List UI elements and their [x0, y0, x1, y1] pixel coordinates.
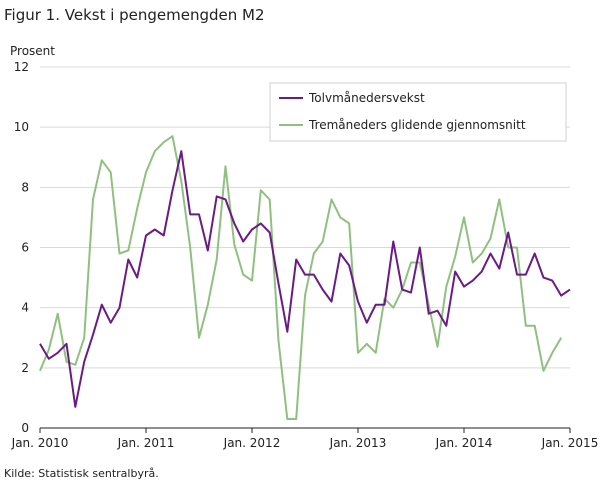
- x-tick-label: Jan. 2012: [223, 436, 281, 450]
- y-tick-label: 6: [21, 241, 29, 255]
- x-axis: Jan. 2010 Jan. 2011 Jan. 2012 Jan. 2013 Jan.…: [11, 427, 599, 450]
- y-tick-label: 2: [21, 361, 29, 375]
- x-tick-label: Jan. 2013: [329, 436, 387, 450]
- legend-box: [269, 82, 567, 142]
- series-line-tolvmaanedersvekst: [39, 150, 571, 408]
- series-lines: [39, 135, 571, 420]
- legend-label: Tremåneders glidende gjennomsnitt: [308, 118, 526, 132]
- y-tick-label: 4: [21, 301, 29, 315]
- series-line-tremaaneders-gjennomsnitt: [39, 135, 563, 420]
- legend-label: Tolvmånedersvekst: [308, 91, 425, 105]
- x-tick-label: Jan. 2010: [11, 436, 69, 450]
- x-tick-label: Jan. 2011: [117, 436, 175, 450]
- y-tick-label: 8: [21, 180, 29, 194]
- x-tick-label: Jan. 2015: [541, 436, 599, 450]
- chart-title: Figur 1. Vekst i pengemengden M2: [4, 6, 265, 24]
- source-note: Kilde: Statistisk sentralbyrå.: [4, 467, 159, 480]
- y-tick-label: 10: [14, 120, 29, 134]
- legend: Tolvmånedersvekst Tremåneders glidende gj…: [269, 82, 567, 142]
- y-tick-label: 12: [14, 60, 29, 74]
- y-tick-label: 0: [21, 421, 29, 435]
- y-axis-ticks: 0 2 4 6 8 10 12: [14, 60, 29, 435]
- x-tick-label: Jan. 2014: [435, 436, 493, 450]
- y-axis-label: Prosent: [10, 44, 55, 58]
